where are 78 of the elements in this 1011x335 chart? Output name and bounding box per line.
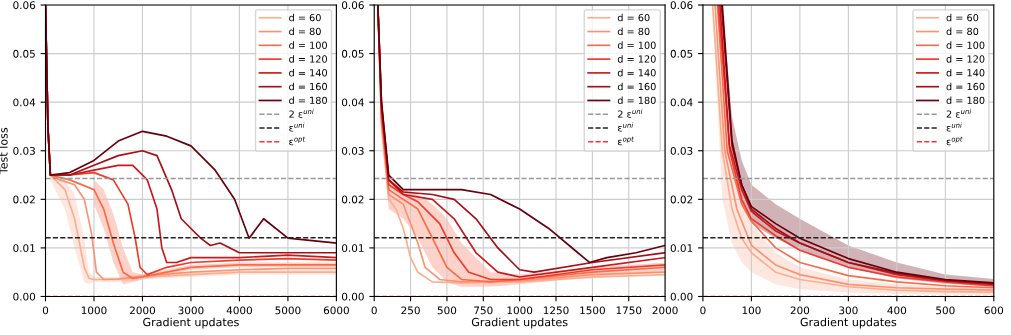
- y-tick-label: 0.06: [670, 1, 693, 10]
- legend-label: d = 160: [946, 82, 985, 91]
- y-tick-label: 0.01: [670, 244, 693, 253]
- legend-label: d = 140: [289, 68, 327, 77]
- y-tick-label: 0.02: [13, 195, 35, 204]
- legend-label: d = 60: [946, 13, 979, 22]
- x-tick-label: 6000: [323, 306, 349, 315]
- legend-label: 2 ε$^{uni}$: [289, 108, 314, 118]
- x-axis-title: Gradient updates: [143, 317, 239, 329]
- y-tick-label: 0.03: [670, 146, 693, 155]
- y-tick-label: 0.04: [341, 98, 364, 107]
- y-tick-label: 0.02: [670, 195, 693, 204]
- legend-label: d = 60: [617, 13, 650, 22]
- legend-label: d = 80: [946, 27, 979, 36]
- x-tick-label: 4000: [226, 306, 252, 315]
- legend-label: d = 60: [289, 13, 321, 22]
- x-tick-label: 500: [437, 306, 457, 315]
- legend-label: ε$^{uni}$: [946, 122, 962, 132]
- legend-label: ε$^{opt}$: [289, 136, 306, 146]
- x-tick-label: 1750: [616, 306, 642, 315]
- y-tick-label: 0.05: [670, 49, 693, 58]
- x-tick-label: 100: [742, 306, 761, 315]
- x-axis-title: Gradient updates: [800, 317, 897, 329]
- x-tick-label: 200: [790, 306, 810, 315]
- y-tick-label: 0.03: [341, 146, 364, 155]
- legend-label: d = 160: [289, 82, 327, 91]
- y-tick-label: 0.05: [13, 49, 35, 58]
- x-tick-label: 750: [474, 306, 493, 315]
- x-tick-label: 250: [401, 306, 420, 315]
- y-tick-label: 0.01: [13, 244, 35, 253]
- legend-label: d = 160: [617, 82, 656, 91]
- x-tick-label: 300: [839, 306, 858, 315]
- x-tick-label: 400: [887, 306, 907, 315]
- y-tick-label: 0.02: [341, 195, 364, 204]
- x-tick-label: 2000: [129, 306, 156, 315]
- x-tick-label: 0: [42, 306, 49, 315]
- legend-label: d = 80: [617, 27, 650, 36]
- legend-label: ε$^{uni}$: [617, 122, 634, 132]
- legend-label: 2 ε$^{uni}$: [946, 108, 972, 118]
- legend-label: d = 140: [617, 68, 656, 77]
- y-tick-label: 0.01: [341, 244, 364, 253]
- y-tick-label: 0.03: [13, 146, 35, 155]
- legend-label: d = 180: [946, 96, 985, 105]
- y-axis-title: Test loss: [0, 127, 8, 175]
- x-tick-label: 3000: [178, 306, 204, 315]
- x-tick-label: 5000: [275, 306, 301, 315]
- y-tick-label: 0.00: [341, 292, 364, 301]
- legend-label: ε$^{opt}$: [946, 136, 963, 146]
- y-tick-label: 0.00: [13, 292, 36, 301]
- y-tick-label: 0.06: [13, 1, 36, 10]
- legend-label: d = 140: [946, 68, 985, 77]
- x-tick-label: 500: [936, 306, 955, 315]
- y-tick-label: 0.00: [670, 292, 693, 301]
- legend-label: d = 120: [946, 55, 985, 63]
- legend-label: d = 80: [289, 27, 321, 36]
- legend-label: d = 100: [946, 41, 985, 49]
- x-tick-label: 1000: [507, 306, 533, 315]
- x-tick-label: 1250: [543, 306, 569, 315]
- y-tick-label: 0.04: [13, 98, 36, 107]
- x-tick-label: 2000: [652, 306, 678, 315]
- legend-label: 2 ε$^{uni}$: [618, 108, 643, 118]
- y-tick-label: 0.04: [670, 98, 693, 107]
- x-tick-label: 0: [371, 306, 377, 315]
- x-tick-label: 600: [984, 306, 1004, 315]
- legend-label: ε$^{uni}$: [289, 122, 305, 132]
- y-tick-label: 0.06: [341, 1, 364, 10]
- x-axis-title: Gradient updates: [471, 317, 568, 329]
- legend-label: d = 100: [289, 41, 327, 49]
- x-tick-label: 1000: [81, 306, 107, 315]
- legend-label: ε$^{opt}$: [617, 136, 634, 146]
- legend-label: d = 120: [289, 55, 327, 63]
- legend-label: d = 120: [617, 55, 656, 63]
- x-tick-label: 0: [700, 306, 706, 315]
- legend-label: d = 180: [289, 96, 327, 105]
- y-tick-label: 0.05: [341, 49, 364, 58]
- legend-label: d = 180: [617, 96, 656, 105]
- legend-label: d = 100: [617, 41, 656, 49]
- x-tick-label: 1500: [580, 306, 605, 315]
